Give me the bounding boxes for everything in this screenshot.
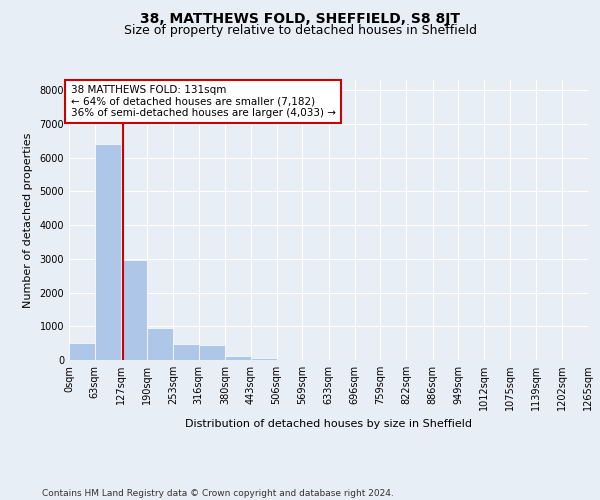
- Text: Contains HM Land Registry data © Crown copyright and database right 2024.: Contains HM Land Registry data © Crown c…: [42, 488, 394, 498]
- X-axis label: Distribution of detached houses by size in Sheffield: Distribution of detached houses by size …: [185, 418, 472, 428]
- Bar: [95, 144, 121, 360]
- Text: 38, MATTHEWS FOLD, SHEFFIELD, S8 8JT: 38, MATTHEWS FOLD, SHEFFIELD, S8 8JT: [140, 12, 460, 26]
- Bar: [69, 343, 95, 360]
- Bar: [173, 344, 199, 360]
- Text: Size of property relative to detached houses in Sheffield: Size of property relative to detached ho…: [124, 24, 476, 37]
- Text: 38 MATTHEWS FOLD: 131sqm
← 64% of detached houses are smaller (7,182)
36% of sem: 38 MATTHEWS FOLD: 131sqm ← 64% of detach…: [71, 85, 335, 118]
- Bar: [199, 345, 225, 360]
- Bar: [225, 356, 251, 360]
- Bar: [251, 358, 277, 360]
- Bar: [121, 260, 147, 360]
- Y-axis label: Number of detached properties: Number of detached properties: [23, 132, 32, 308]
- Bar: [147, 328, 173, 360]
